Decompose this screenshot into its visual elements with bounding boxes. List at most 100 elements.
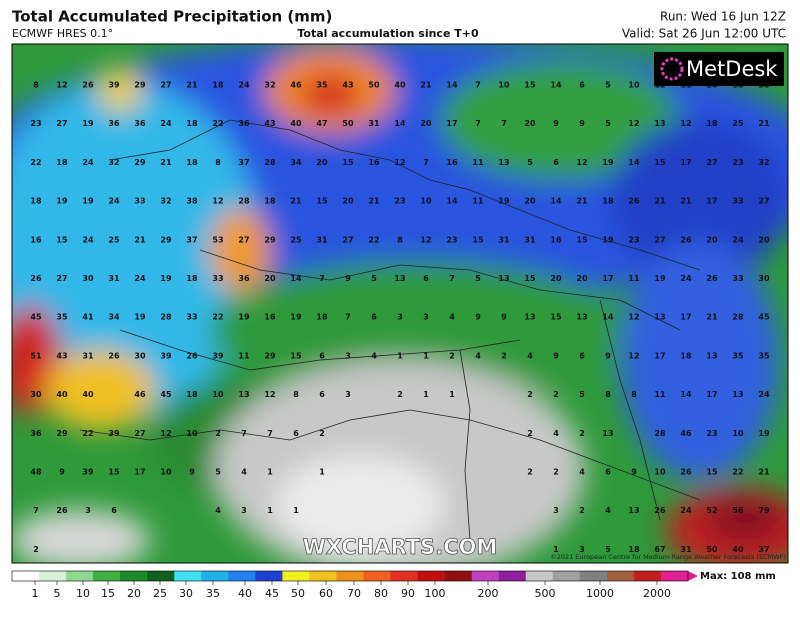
colorbar-tick-label: 60 (319, 587, 333, 600)
grid-value: 26 (654, 506, 666, 515)
grid-value: 20 (524, 119, 536, 128)
grid-value: 9 (579, 119, 585, 128)
grid-value: 17 (680, 158, 691, 167)
grid-value: 40 (56, 390, 68, 399)
grid-value: 26 (186, 351, 198, 360)
grid-value: 31 (108, 274, 120, 283)
max-label: Max: 108 mm (700, 571, 776, 582)
grid-value: 50 (342, 119, 354, 128)
grid-value: 35 (732, 351, 744, 360)
grid-value: 35 (56, 313, 68, 322)
grid-value: 26 (628, 197, 640, 206)
colorbar-tick-label: 15 (101, 587, 115, 600)
grid-value: 45 (160, 390, 172, 399)
grid-value: 16 (368, 158, 380, 167)
grid-value: 2 (449, 351, 455, 360)
grid-value: 2 (215, 429, 221, 438)
grid-value: 39 (108, 429, 120, 438)
grid-value: 21 (576, 197, 588, 206)
precip-field (12, 44, 788, 563)
grid-value: 12 (394, 158, 405, 167)
colorbar-tick-label: 70 (347, 587, 361, 600)
grid-value: 19 (758, 429, 770, 438)
grid-value: 38 (186, 197, 198, 206)
grid-value: 30 (134, 351, 146, 360)
grid-value: 26 (82, 81, 94, 90)
grid-value: 5 (371, 274, 377, 283)
grid-value: 50 (368, 81, 380, 90)
grid-value: 6 (319, 390, 325, 399)
colorbar-segment (498, 571, 527, 581)
grid-value: 11 (628, 274, 640, 283)
grid-value: 5 (527, 158, 533, 167)
colorbar-segment (174, 571, 202, 581)
grid-value: 19 (160, 274, 172, 283)
grid-value: 46 (680, 429, 692, 438)
colorbar-segment (417, 571, 446, 581)
grid-value: 9 (605, 351, 611, 360)
grid-value: 23 (732, 158, 743, 167)
grid-value: 6 (319, 351, 325, 360)
grid-value: 1 (423, 351, 429, 360)
colorbar-segment (336, 571, 365, 581)
grid-value: 12 (576, 158, 587, 167)
grid-value: 32 (160, 197, 171, 206)
grid-value: 48 (30, 468, 42, 477)
grid-value: 6 (579, 81, 585, 90)
grid-value: 1 (293, 506, 299, 515)
grid-value: 4 (449, 313, 455, 322)
grid-value: 17 (654, 351, 665, 360)
grid-value: 36 (238, 119, 250, 128)
grid-value: 6 (371, 313, 377, 322)
model-label: ECMWF HRES 0.1° (12, 27, 113, 40)
grid-value: 30 (82, 274, 94, 283)
grid-value: 16 (264, 313, 276, 322)
grid-value: 79 (758, 506, 770, 515)
colorbar-tick-label: 100 (425, 587, 446, 600)
grid-value: 14 (628, 158, 640, 167)
grid-value: 26 (56, 506, 68, 515)
grid-value: 10 (732, 429, 744, 438)
grid-value: 26 (30, 274, 42, 283)
grid-value: 18 (56, 158, 68, 167)
valid-label: Valid: Sat 26 Jun 12:00 UTC (622, 27, 786, 41)
grid-value: 33 (732, 197, 743, 206)
grid-value: 4 (579, 468, 585, 477)
grid-value: 8 (293, 390, 299, 399)
grid-value: 22 (732, 468, 743, 477)
grid-value: 20 (550, 274, 562, 283)
colorbar-segment (633, 571, 662, 581)
grid-value: 18 (186, 158, 198, 167)
grid-value: 19 (290, 313, 302, 322)
grid-value: 20 (420, 119, 432, 128)
grid-value: 21 (186, 81, 198, 90)
grid-value: 4 (241, 468, 247, 477)
grid-value: 11 (654, 390, 666, 399)
grid-value: 16 (30, 235, 42, 244)
grid-value: 35 (758, 351, 770, 360)
grid-value: 19 (56, 197, 68, 206)
grid-value: 13 (628, 506, 639, 515)
grid-value: 2 (553, 390, 559, 399)
grid-value: 40 (82, 390, 94, 399)
grid-value: 11 (472, 158, 484, 167)
grid-value: 7 (449, 274, 455, 283)
grid-value: 33 (212, 274, 223, 283)
grid-value: 1 (553, 545, 559, 554)
grid-value: 50 (706, 545, 718, 554)
grid-value: 20 (264, 274, 276, 283)
grid-value: 13 (732, 390, 743, 399)
grid-value: 19 (602, 158, 614, 167)
grid-value: 6 (553, 158, 559, 167)
colorbar-segment (228, 571, 256, 581)
grid-value: 47 (316, 119, 327, 128)
grid-value: 2 (527, 468, 533, 477)
colorbar-segment (147, 571, 175, 581)
grid-value: 31 (680, 545, 692, 554)
grid-value: 13 (602, 429, 613, 438)
grid-value: 45 (758, 313, 770, 322)
grid-value: 52 (706, 506, 717, 515)
grid-value: 2 (33, 545, 39, 554)
grid-value: 29 (134, 158, 146, 167)
